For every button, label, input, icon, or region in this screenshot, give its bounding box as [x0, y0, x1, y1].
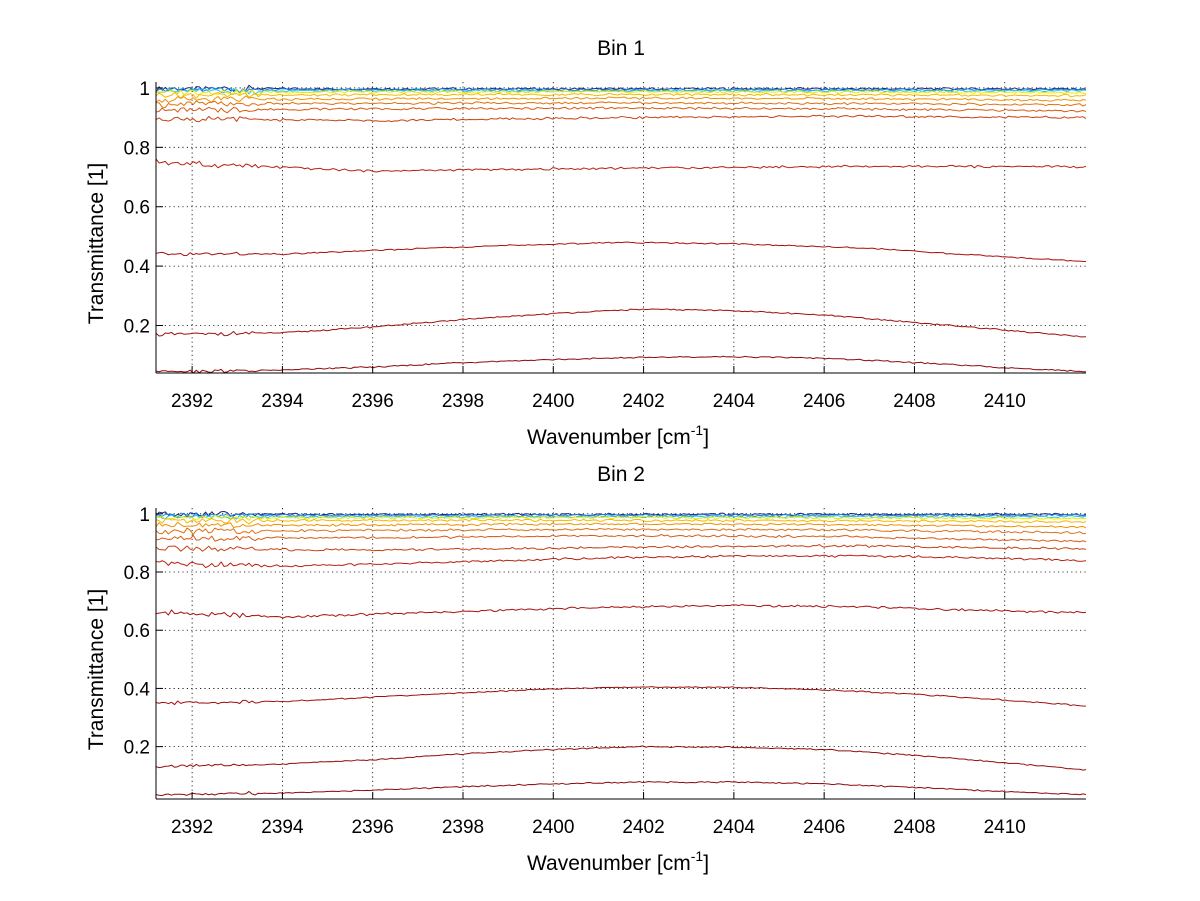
series-line-7 — [156, 527, 1086, 535]
series-group — [156, 511, 1086, 797]
x-axis-label-text: Wavenumber [cm — [527, 852, 691, 875]
series-line-11 — [156, 604, 1086, 619]
series-line-13 — [156, 355, 1086, 373]
y-tick-label: 0.2 — [124, 738, 150, 759]
x-tick-label: 2394 — [261, 817, 304, 838]
y-tick-label: 0.8 — [124, 138, 150, 159]
series-line-9 — [156, 114, 1086, 123]
series-line-8 — [156, 106, 1086, 114]
series-line-2 — [156, 512, 1086, 519]
x-tick-label: 2404 — [713, 817, 756, 838]
x-axis-label-end: ] — [703, 426, 709, 449]
x-tick-label: 2398 — [442, 817, 484, 838]
series-line-10 — [156, 158, 1086, 173]
series-line-10 — [156, 554, 1086, 569]
x-tick-label: 2402 — [622, 817, 664, 838]
series-line-13 — [156, 745, 1086, 771]
series-line-2 — [156, 87, 1086, 93]
chart-panel-2: Bin 2 2392 2394 2396 2398 2400 2402 2404 2406 240… — [85, 463, 1086, 875]
y-tick-label: 0.6 — [124, 198, 150, 219]
series-line-4 — [156, 514, 1086, 521]
x-tick-label: 2408 — [893, 391, 935, 412]
series-line-6 — [156, 95, 1086, 103]
x-tick-label: 2410 — [984, 817, 1026, 838]
x-tick-label: 2408 — [893, 817, 935, 838]
series-line-12 — [156, 686, 1086, 707]
y-tick-label: 0.2 — [124, 316, 150, 337]
x-tick-label: 2396 — [352, 391, 394, 412]
x-tick-label: 2406 — [803, 817, 845, 838]
chart-panel-1: Bin 1 2392 2394 2396 2398 2400 2402 2404 2406 240… — [85, 37, 1086, 449]
series-line-5 — [156, 517, 1086, 525]
x-tick-label: 2406 — [803, 391, 845, 412]
y-axis-label: Transmittance [1] — [85, 589, 108, 750]
x-axis-label-end: ] — [703, 852, 709, 875]
x-axis-label-superscript: -1 — [691, 848, 704, 864]
series-line-12 — [156, 308, 1086, 338]
x-tick-label: 2402 — [622, 391, 664, 412]
series-group — [156, 84, 1086, 373]
y-tick-label: 0.6 — [124, 621, 150, 642]
x-tick-label: 2410 — [984, 391, 1026, 412]
x-axis-label: Wavenumber [cm-1] — [527, 422, 709, 449]
series-line-1 — [156, 84, 1086, 93]
series-line-11 — [156, 241, 1086, 262]
x-tick-label: 2396 — [352, 817, 394, 838]
series-line-7 — [156, 100, 1086, 109]
y-tick-label: 1 — [139, 505, 150, 526]
chart-title: Bin 1 — [597, 37, 645, 60]
x-tick-label: 2392 — [171, 391, 213, 412]
series-line-9 — [156, 544, 1086, 552]
x-tick-label: 2398 — [442, 391, 484, 412]
y-tick-label: 1 — [139, 79, 150, 100]
series-line-5 — [156, 91, 1086, 99]
x-tick-label: 2394 — [261, 391, 304, 412]
y-tick-label: 0.8 — [124, 563, 150, 584]
series-line-8 — [156, 533, 1086, 543]
series-line-14 — [156, 780, 1086, 797]
x-tick-label: 2404 — [713, 391, 756, 412]
chart-title: Bin 2 — [597, 463, 645, 486]
x-axis-label-text: Wavenumber [cm — [527, 426, 691, 449]
x-tick-label: 2400 — [532, 817, 574, 838]
series-line-4 — [156, 89, 1086, 96]
x-axis-label: Wavenumber [cm-1] — [527, 848, 709, 875]
series-line-3 — [156, 514, 1086, 520]
x-axis-label-superscript: -1 — [691, 422, 704, 438]
series-line-6 — [156, 521, 1086, 529]
x-tick-label: 2400 — [532, 391, 574, 412]
x-tick-label: 2392 — [171, 817, 213, 838]
y-tick-label: 0.4 — [124, 679, 151, 700]
series-line-1 — [156, 511, 1086, 518]
y-axis-label: Transmittance [1] — [85, 163, 108, 324]
y-tick-label: 0.4 — [124, 257, 151, 278]
